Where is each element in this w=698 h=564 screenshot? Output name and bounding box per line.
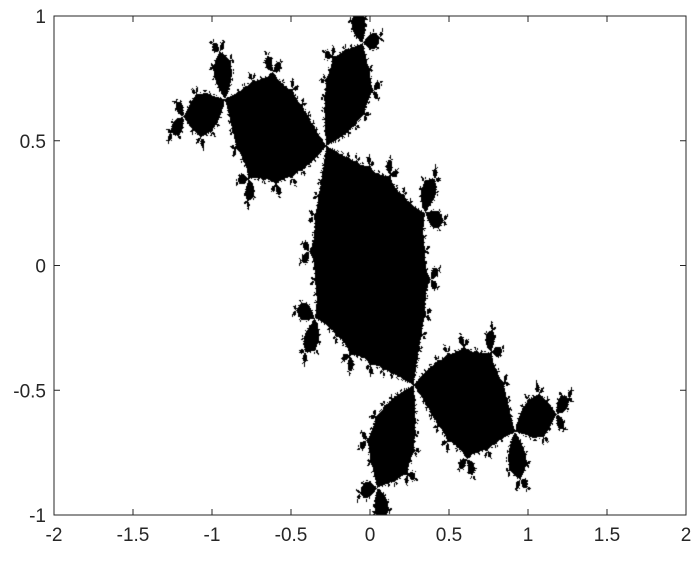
x-tick-label: -0.5 — [275, 525, 308, 546]
x-tick-label: -2 — [46, 525, 63, 546]
y-tick-label: 0 — [35, 257, 46, 278]
y-tick-label: 1 — [35, 7, 46, 28]
x-tick-label: -1.5 — [117, 525, 150, 546]
x-axis-ticks: -2 -1.5 -1 -0.5 0 0.5 1 1.5 2 — [46, 16, 692, 546]
x-tick-label: 1 — [523, 525, 534, 546]
x-tick-label: 0 — [365, 525, 376, 546]
y-tick-label: -1 — [29, 506, 46, 527]
y-axis-ticks: -1 -0.5 0 0.5 1 — [13, 7, 686, 527]
y-tick-label: 0.5 — [20, 132, 46, 153]
x-tick-label: 2 — [681, 525, 692, 546]
julia-set-fill — [54, 16, 686, 515]
x-tick-label: 0.5 — [436, 525, 462, 546]
x-tick-label: 1.5 — [594, 525, 620, 546]
x-tick-label: -1 — [204, 525, 221, 546]
y-tick-label: -0.5 — [13, 381, 46, 402]
